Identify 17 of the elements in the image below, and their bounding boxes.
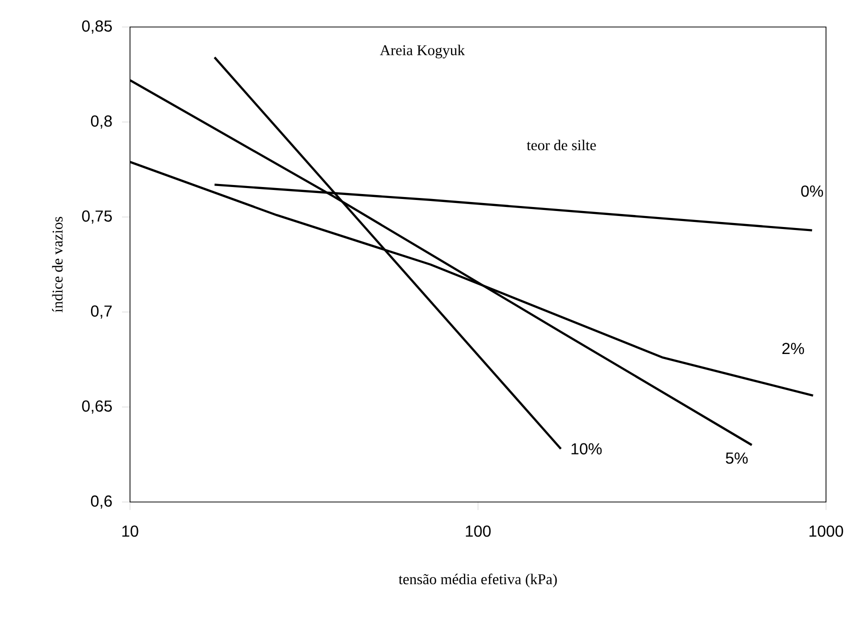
text: Areia Kogyuk <box>380 44 465 58</box>
y-tick-label: 0,6 <box>90 495 112 509</box>
x-tick-label: 1000 <box>810 526 844 537</box>
x-tick-label: 100 <box>466 526 491 537</box>
series-label: 10% <box>572 443 602 454</box>
y-tick-label: 0,85 <box>82 20 112 34</box>
y-tick-label: 0,7 <box>90 305 112 319</box>
y-axis-title: índice de vazios <box>52 216 63 312</box>
text: 0% <box>801 185 824 197</box>
y-tick-label: 0,65 <box>82 400 112 414</box>
x-axis-title: tensão média efetiva (kPa) <box>398 574 557 588</box>
series-label: 5% <box>726 452 748 464</box>
text: 2% <box>782 342 804 354</box>
y-tick-label: 0,8 <box>90 115 112 129</box>
legend-title: teor de silte <box>526 140 596 150</box>
y-tick-label: 0,75 <box>82 210 112 224</box>
x-tick-label: 10 <box>122 526 138 537</box>
